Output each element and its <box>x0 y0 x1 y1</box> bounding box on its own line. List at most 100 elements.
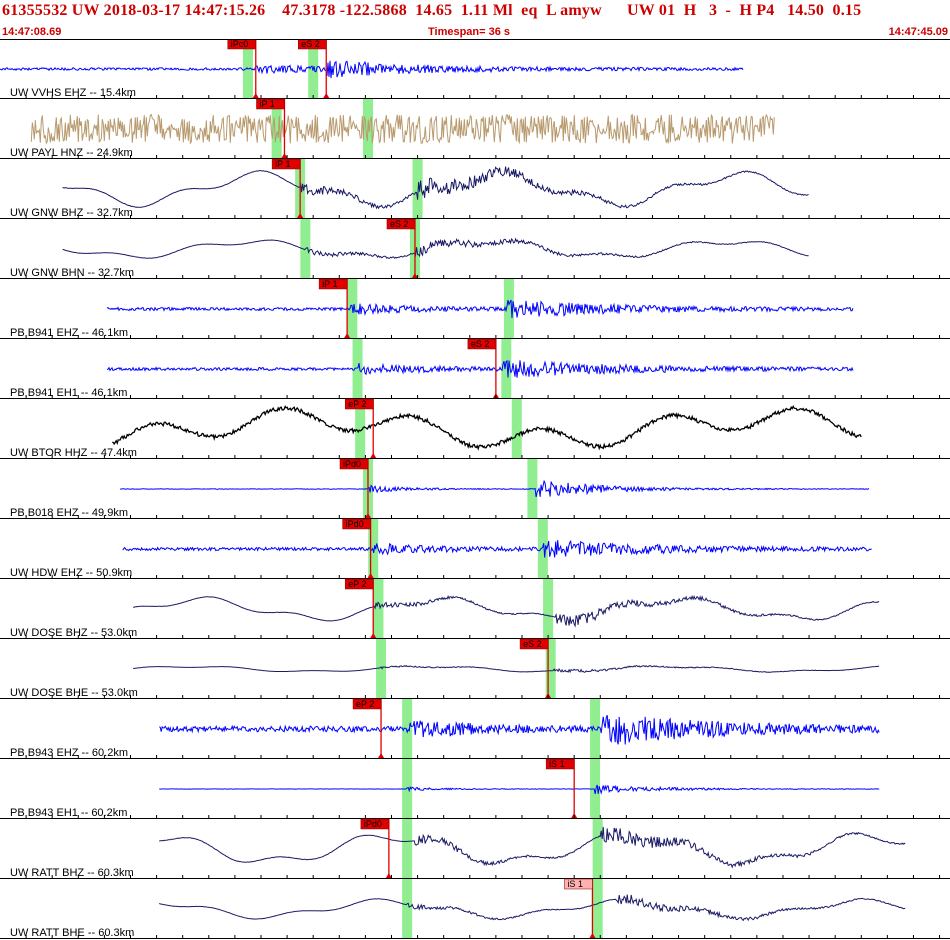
channel-panel[interactable]: eP 2 UW DOSE BHZ -- 53.0km <box>0 578 950 639</box>
phase-window <box>537 519 548 579</box>
channel-label: PB B943 EHZ -- 60.2km <box>10 747 128 759</box>
pick-label: iP 1 <box>259 99 274 109</box>
pick-flag <box>360 818 390 830</box>
waveform-trace <box>106 359 854 378</box>
phase-pick[interactable]: eP 2 <box>344 578 377 638</box>
phase-pick[interactable]: iP 1 <box>256 98 288 158</box>
pick-label: iPd0 <box>346 519 364 529</box>
phase-pick[interactable]: iPd0 <box>339 458 371 518</box>
pick-label: iS 1 <box>567 879 583 889</box>
pick-marker <box>364 513 371 518</box>
phase-pick[interactable]: eS 2 <box>519 638 552 698</box>
seismogram-panels[interactable]: iPc0 eS 2 UW VVHS EHZ -- 15.4km iP 1 UW PAYL… <box>0 39 950 940</box>
channel-panel[interactable]: iPc0 eS 2 UW VVHS EHZ -- 15.4km <box>0 39 950 99</box>
phase-pick[interactable]: eP 2 <box>344 398 377 458</box>
channel-label: UW HDW EHZ -- 50.9km <box>10 567 132 579</box>
channel-label: UW RATT BHZ -- 60.3km <box>10 867 134 879</box>
pick-label: iPd0 <box>364 819 382 829</box>
end-time-label: 14:47:45.09 <box>888 26 948 38</box>
pick-flag <box>318 278 348 290</box>
channel-panel[interactable]: iPd0 UW HDW EHZ -- 50.9km <box>0 518 950 579</box>
pick-flag <box>297 39 327 50</box>
waveform-trace <box>133 664 880 674</box>
phase-pick[interactable]: eS 2 <box>386 218 418 278</box>
pick-flag <box>344 578 374 590</box>
waveform-trace <box>159 784 880 795</box>
channel-label: UW RATT BHE -- 60.3km <box>10 927 134 939</box>
channel-panel[interactable]: iPd0 PB B018 EHZ -- 49.9km <box>0 458 950 519</box>
phase-window <box>373 579 384 639</box>
phase-window <box>590 759 601 819</box>
start-time-label: 14:47:08.69 <box>2 26 62 38</box>
phase-pick[interactable]: iP 1 <box>318 278 351 338</box>
phase-window <box>592 879 603 939</box>
channel-panel[interactable]: eS 2 PB B941 EH1 -- 46.1km <box>0 338 950 399</box>
channel-label: PB B941 EHZ -- 46.1km <box>10 327 128 339</box>
pick-label: eP 2 <box>356 699 374 709</box>
phase-pick[interactable]: iPc0 <box>227 39 259 98</box>
event-summary-title: 61355532 UW 2018-03-17 14:47:15.26 47.31… <box>2 2 862 19</box>
phase-window <box>545 639 556 699</box>
channel-panel[interactable]: iPd0 UW RATT BHZ -- 60.3km <box>0 818 950 879</box>
channel-panel[interactable]: iS 1 UW RATT BHE -- 60.3km <box>0 878 950 939</box>
pick-marker <box>411 273 418 278</box>
pick-flag <box>386 218 416 230</box>
channel-label: UW GNW BHN -- 32.7km <box>10 267 134 279</box>
pick-marker <box>367 573 374 578</box>
phase-window <box>355 399 366 459</box>
waveform-trace <box>62 166 809 210</box>
channel-label: PB B943 EH1 -- 60.2km <box>10 807 127 819</box>
waveform-trace <box>62 237 809 259</box>
channel-panel[interactable]: eP 2 UW BTOR HHZ -- 47.4km <box>0 398 950 459</box>
channel-panel[interactable]: iP 1 UW GNW BHZ -- 32.7km <box>0 158 950 219</box>
waveform-trace <box>120 479 870 498</box>
pick-label: eS 2 <box>523 639 542 649</box>
channel-panel[interactable]: eS 2 UW DOSE BHE -- 53.0km <box>0 638 950 699</box>
pick-flag <box>271 158 301 170</box>
channel-label: UW PAYL HNZ -- 24.9km <box>10 147 133 159</box>
phase-pick[interactable]: iPd0 <box>342 518 374 578</box>
pick-label: iPc0 <box>231 39 249 49</box>
pick-label: eS 2 <box>471 339 490 349</box>
pick-label: iP 1 <box>322 279 337 289</box>
phase-pick[interactable]: iP 1 <box>271 158 304 218</box>
channel-label: PB B018 EHZ -- 49.9km <box>10 507 128 519</box>
waveform-trace <box>122 539 872 558</box>
channel-label: UW VVHS EHZ -- 15.4km <box>10 87 136 99</box>
phase-pick[interactable]: iS 1 <box>564 878 596 938</box>
phase-pick[interactable]: iPd0 <box>360 818 392 878</box>
channel-panel[interactable]: eS 2 UW GNW BHN -- 32.7km <box>0 218 950 279</box>
pick-marker <box>323 93 330 98</box>
pick-label: eP 2 <box>348 399 366 409</box>
record-header: 61355532 UW 2018-03-17 14:47:15.26 47.31… <box>0 0 950 40</box>
waveform-trace <box>106 299 854 319</box>
channel-label: UW DOSE BHZ -- 53.0km <box>10 627 137 639</box>
phase-window <box>402 879 413 939</box>
pick-flag <box>352 698 382 710</box>
pick-marker <box>344 333 351 338</box>
pick-marker <box>281 153 288 158</box>
phase-window <box>501 339 512 399</box>
phase-window <box>592 819 603 879</box>
pick-marker <box>589 933 596 938</box>
waveform-trace <box>159 894 906 922</box>
waveform-trace <box>133 594 880 628</box>
phase-pick[interactable]: eS 2 <box>297 39 330 98</box>
channel-panel[interactable]: iS 1 PB B943 EH1 -- 60.2km <box>0 758 950 819</box>
channel-panel[interactable]: iP 1 PB B941 EHZ -- 46.1km <box>0 278 950 339</box>
channel-panel[interactable]: eP 2 PB B943 EHZ -- 60.2km <box>0 698 950 759</box>
pick-flag <box>467 338 497 350</box>
channel-label: PB B941 EH1 -- 46.1km <box>10 387 127 399</box>
channel-label: UW DOSE BHE -- 53.0km <box>10 687 138 699</box>
phase-window <box>503 279 514 339</box>
waveform-trace <box>112 404 862 451</box>
waveform-trace <box>159 826 906 869</box>
phase-window <box>352 339 363 399</box>
phase-pick[interactable]: eP 2 <box>352 698 385 758</box>
phase-window <box>511 399 522 459</box>
pick-label: eS 2 <box>390 219 409 229</box>
channel-panel[interactable]: iP 1 UW PAYL HNZ -- 24.9km <box>0 98 950 159</box>
pick-flag <box>519 638 549 650</box>
waveform-trace <box>159 714 880 745</box>
channel-label: UW BTOR HHZ -- 47.4km <box>10 447 137 459</box>
